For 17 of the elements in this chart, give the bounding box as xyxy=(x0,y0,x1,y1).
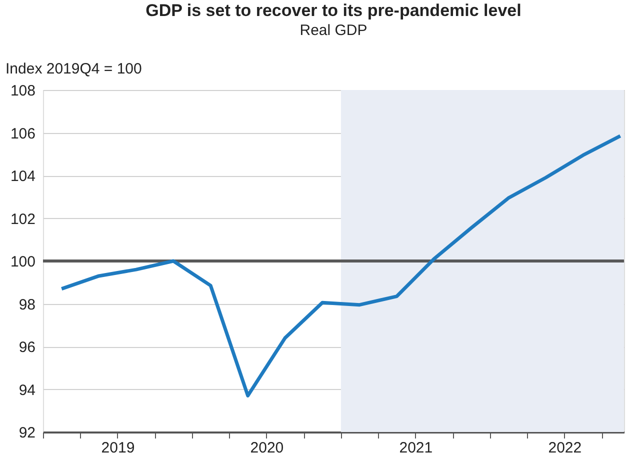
y-axis-title: Index 2019Q4 = 100 xyxy=(6,60,142,78)
y-tick-label: 92 xyxy=(18,424,36,442)
x-tick-label: 2020 xyxy=(250,440,284,456)
chart-subtitle: Real GDP xyxy=(300,22,368,39)
x-tick-label: 2019 xyxy=(101,440,135,456)
x-tick-label: 2022 xyxy=(548,440,582,456)
chart-title: GDP is set to recover to its pre-pandemic level xyxy=(146,1,522,20)
y-tick-label: 106 xyxy=(10,125,36,142)
y-tick-label: 96 xyxy=(18,339,36,356)
y-tick-label: 108 xyxy=(10,82,36,100)
y-tick-label: 104 xyxy=(10,168,36,185)
line-series xyxy=(60,134,622,398)
y-tick-label: 98 xyxy=(18,296,36,314)
x-tick-label: 2021 xyxy=(399,440,433,456)
y-tick-label: 94 xyxy=(18,382,36,399)
y-tick-label: 102 xyxy=(10,210,36,228)
y-tick-label: 100 xyxy=(10,254,36,270)
